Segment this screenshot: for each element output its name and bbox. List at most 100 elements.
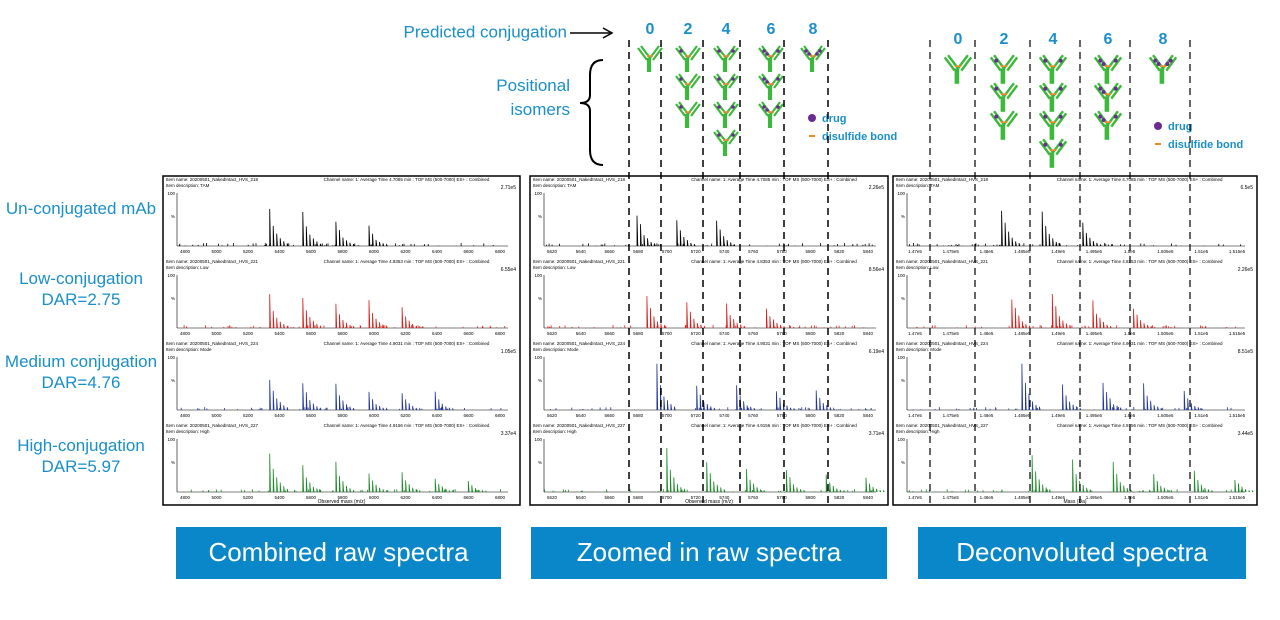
y-label: 100 (167, 273, 175, 278)
spectrum (906, 363, 1232, 411)
brace (579, 59, 604, 166)
antibody-icon (989, 110, 1019, 140)
drug (717, 49, 721, 53)
drug (1113, 58, 1118, 63)
sample-label: High-conjugation DAR=5.97 (17, 436, 145, 476)
drug (765, 80, 769, 84)
drug (1101, 62, 1106, 66)
x-tick-label: 6200 (400, 249, 411, 254)
drug (804, 49, 808, 53)
chain (1093, 84, 1106, 100)
antibody-icon (675, 73, 701, 100)
x-tick-label: 1.485e5 (1014, 495, 1031, 500)
drug (807, 52, 811, 56)
antibody-icon (758, 101, 784, 128)
drug (717, 105, 721, 109)
x-tick-label: 5700 (662, 331, 673, 336)
item-name: Item name: 20200501_NakedIntact_HVS_227 (533, 423, 626, 428)
item-description: Item description: High (533, 429, 577, 434)
antibody-icon (637, 45, 663, 72)
x-tick-label: 1.475e5 (943, 331, 960, 336)
chain (1110, 56, 1123, 72)
x-tick-label: 1.495e5 (1086, 495, 1103, 500)
x-tick-label: 1.475e5 (943, 249, 960, 254)
x-tick-label: 1.47e5 (908, 249, 922, 254)
x-tick-label: 1.475e5 (943, 495, 960, 500)
x-tick-label: 1.47e5 (908, 413, 922, 418)
channel-name: Channel name: 1: Average Time 4.8353 min… (324, 259, 490, 264)
x-tick-label: 5800 (806, 331, 817, 336)
intensity: 6.55e4 (501, 267, 517, 273)
x-tick-label: 5740 (719, 331, 730, 336)
antibody-icon (989, 54, 1019, 84)
y-label: 100 (897, 273, 905, 278)
x-tick-label: 5700 (662, 249, 673, 254)
antibody-icon (713, 45, 739, 72)
x-tick-label: 5760 (748, 413, 759, 418)
drug (1098, 58, 1103, 63)
y-label: 100 (167, 437, 175, 442)
spectrum (190, 453, 506, 493)
x-tick-label: 5000 (211, 413, 222, 418)
chain (800, 47, 811, 61)
x-tick-label: 1.51e5 (1194, 413, 1208, 418)
x-tick-label: 6000 (369, 413, 380, 418)
x-tick-label: 5820 (834, 249, 845, 254)
x-tick-label: 6400 (432, 413, 443, 418)
x-tick-label: 6200 (400, 413, 411, 418)
chain (960, 56, 973, 72)
chain (943, 56, 956, 72)
isomers-label: Positional isomers (496, 76, 570, 119)
drug (1058, 114, 1063, 119)
item-description: Item description: TAM (896, 183, 940, 188)
spectrum (183, 294, 506, 329)
x-tick-label: 5720 (691, 249, 702, 254)
x-tick-label: 1.49e5 (1051, 495, 1065, 500)
x-tick-label: 5740 (719, 249, 730, 254)
item-name: Item name: 20200501_NakedIntact_HVS_224 (533, 341, 626, 346)
drug (1153, 58, 1158, 63)
spectrum (544, 447, 885, 493)
drug (1043, 86, 1048, 91)
channel-name: Channel name: 1: Average Time 4.9156 min… (324, 423, 490, 428)
antibody-icon (989, 82, 1019, 112)
x-tick-label: 1.47e5 (908, 331, 922, 336)
x-tick-label: 5820 (834, 495, 845, 500)
x-tick-label: 5000 (211, 495, 222, 500)
channel-name: Channel name: 1: Average Time 4.9156 min… (1057, 423, 1223, 428)
x-tick-label: 1.47e5 (908, 495, 922, 500)
y-label: 100 (534, 191, 542, 196)
intensity: 8.51e5 (1238, 349, 1254, 355)
channel-name: Channel name: 1: Average Time 4.8353 min… (691, 259, 857, 264)
x-tick-label: 5840 (863, 331, 874, 336)
x-tick-label: 5200 (243, 249, 254, 254)
chain (728, 131, 739, 145)
y-label: 100 (534, 273, 542, 278)
item-name: Item name: 20200501_NakedIntact_HVS_227 (896, 423, 989, 428)
x-tick-label: 5400 (274, 413, 285, 418)
x-tick-label: 5800 (337, 413, 348, 418)
x-axis-title: Observed mass (m/z) (318, 499, 366, 505)
x-tick-label: 1.485e5 (1014, 331, 1031, 336)
dar-label: 2 (684, 21, 693, 38)
chain (690, 75, 701, 89)
x-tick-label: 1.475e5 (943, 413, 960, 418)
drug (731, 49, 735, 53)
chain (675, 103, 686, 117)
chain (773, 75, 784, 89)
drug (1058, 58, 1063, 63)
chain (1055, 112, 1068, 128)
antibody-icon (1093, 110, 1123, 140)
drug (1156, 62, 1161, 66)
x-tick-label: 5200 (243, 331, 254, 336)
x-tick-label: 5820 (834, 331, 845, 336)
x-tick-label: 1.51e5 (1194, 331, 1208, 336)
chain (773, 103, 784, 117)
x-tick-label: 5620 (547, 495, 558, 500)
x-tick-label: 5680 (633, 331, 644, 336)
item-description: Item description: Low (533, 265, 576, 270)
x-tick-label: 6000 (369, 495, 380, 500)
dar-label: 8 (1159, 31, 1168, 48)
antibody-icon (1093, 54, 1123, 84)
channel-name: Channel name: 1: Average Time 4.7085 min… (324, 177, 490, 182)
